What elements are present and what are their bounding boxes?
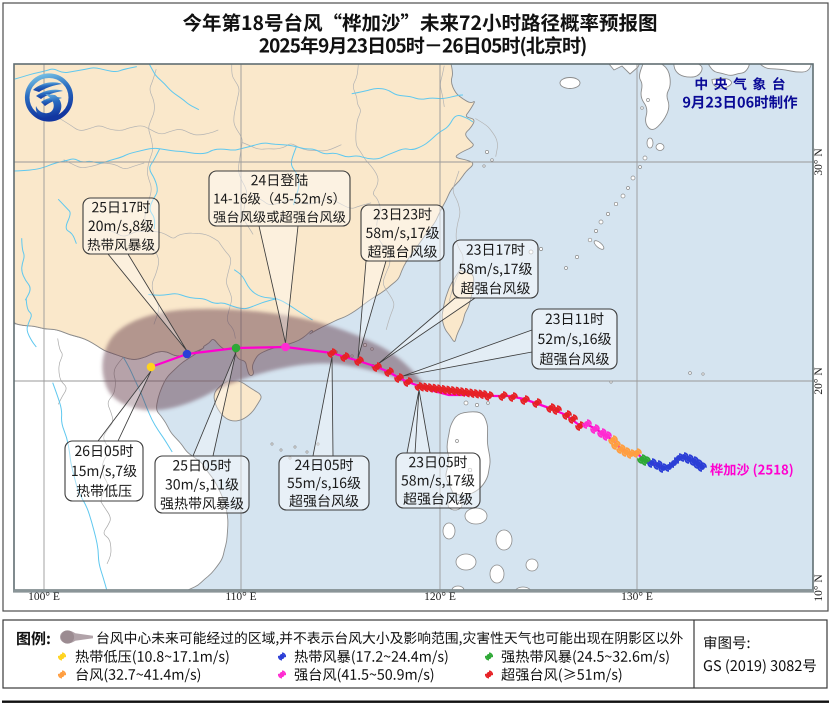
svg-text:120° E: 120° E (424, 591, 456, 603)
svg-text:30° N: 30° N (813, 148, 825, 176)
svg-text:20° N: 20° N (813, 367, 825, 395)
svg-text:10° N: 10° N (813, 574, 825, 602)
svg-text:130° E: 130° E (621, 591, 653, 603)
svg-text:110° E: 110° E (225, 591, 256, 603)
svg-text:100° E: 100° E (28, 591, 60, 603)
